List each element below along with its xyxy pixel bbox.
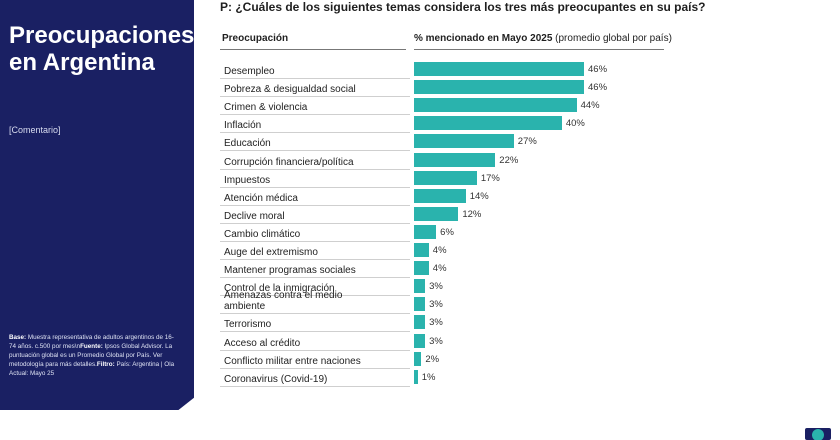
note-filter-label: Filtro: [96, 361, 115, 368]
category-row: Amenazas contra el medio ambiente [220, 284, 410, 315]
methodology-note: Base: Muestra representativa de adultos … [9, 333, 179, 378]
category-row: Desempleo [220, 61, 410, 79]
column-divider-left [220, 49, 406, 50]
bar [414, 261, 429, 276]
bar-value-label: 46% [588, 64, 608, 75]
note-base-label: Base: [9, 334, 27, 341]
category-label: Desempleo [224, 66, 275, 77]
category-row: Declive moral [220, 206, 410, 224]
category-row: Auge del extremismo [220, 242, 410, 260]
bar [414, 315, 426, 330]
column-header-percent: % mencionado en Mayo 2025 (promedio glob… [414, 33, 672, 44]
category-row: Cambio climático [220, 224, 410, 242]
bar-value-label: 12% [462, 208, 482, 220]
bar [414, 116, 562, 131]
category-label: Declive moral [224, 210, 285, 222]
comment-placeholder: [Comentario] [9, 125, 61, 135]
category-row: Acceso al crédito [220, 333, 410, 351]
bar-value-label: 3% [429, 299, 443, 311]
bar-value-label: 46% [588, 82, 608, 94]
category-label: Mantener programas sociales [224, 265, 356, 277]
category-label: Amenazas contra el medio ambiente [224, 290, 343, 313]
column-header-percent-main: % mencionado en Mayo 2025 [414, 33, 553, 44]
bar [414, 333, 426, 348]
category-row: Educación [220, 133, 410, 152]
note-filter-text: País: Argentina | Ola Actual: Mayo 25 [9, 361, 175, 377]
category-label: Atención médica [224, 192, 298, 204]
bar [414, 188, 466, 203]
bar-value-label: 2% [425, 353, 440, 365]
category-label: Pobreza & desigualdad social [224, 84, 356, 96]
category-row: Atención médica [220, 188, 410, 206]
bar-value-label: 14% [469, 190, 489, 202]
bar-value-label: 3% [429, 281, 443, 293]
category-row: Conflicto militar entre naciones [220, 351, 410, 369]
bar-value-label: 27% [517, 136, 537, 148]
category-label: Inflación [224, 120, 262, 132]
category-label: Coronavirus (Covid-19) [224, 373, 328, 385]
bar [414, 369, 418, 384]
category-row: Pobreza & desigualdad social [220, 79, 410, 98]
column-header-concern: Preocupación [222, 33, 289, 44]
sidebar-panel: Preocupaciones en Argentina [Comentario]… [0, 0, 194, 410]
bar [414, 206, 459, 221]
category-row: Crimen & violencia [220, 97, 410, 116]
bar [414, 98, 577, 113]
column-divider-right [414, 49, 664, 50]
category-label: Terrorismo [224, 319, 272, 331]
survey-question: P: ¿Cuáles de los siguientes temas consi… [220, 0, 706, 14]
column-header-percent-sub: (promedio global por país) [552, 33, 672, 44]
bar [414, 243, 429, 257]
note-base-text: Muestra representativa de adultos argent… [9, 334, 174, 350]
bar [414, 351, 422, 366]
bar [414, 80, 584, 95]
bar-value-label: 22% [499, 154, 519, 166]
bar-value-label: 6% [440, 226, 454, 238]
bar-value-label: 4% [432, 245, 447, 256]
category-row: Coronavirus (Covid-19) [220, 369, 410, 387]
bar [414, 224, 437, 239]
bar [414, 134, 514, 149]
category-label: Impuestos [224, 174, 271, 186]
bar [414, 297, 426, 312]
ipsos-logo-icon [805, 428, 831, 440]
category-row: Inflación [220, 115, 410, 134]
bar [414, 152, 496, 167]
bar [414, 62, 584, 76]
bar-value-label: 40% [565, 118, 585, 130]
bar-value-label: 44% [580, 100, 600, 112]
note-source-text: Ipsos Global Advisor. La puntuación glob… [9, 343, 173, 368]
note-source-label: Fuente: [80, 343, 103, 350]
category-label: Auge del extremismo [224, 247, 318, 258]
bar [414, 170, 477, 185]
category-row: Terrorismo [220, 314, 410, 333]
category-label: Cambio climático [224, 228, 301, 240]
bar-value-label: 17% [480, 172, 500, 184]
bar-value-label: 4% [432, 263, 447, 275]
category-label: Corrupción financiera/política [224, 156, 354, 168]
category-row: Impuestos [220, 170, 410, 188]
page-title: Preocupaciones en Argentina [9, 22, 195, 76]
category-row: Mantener programas sociales [220, 260, 410, 279]
category-label: Crimen & violencia [224, 102, 308, 114]
category-label: Conflicto militar entre naciones [224, 355, 361, 367]
category-row: Control de la inmigración [220, 278, 410, 297]
bar [414, 279, 426, 294]
category-label: Control de la inmigración [224, 283, 335, 295]
bar-value-label: 3% [429, 317, 443, 329]
category-label: Acceso al crédito [224, 337, 301, 349]
bar-value-label: 1% [421, 371, 436, 383]
category-label: Educación [224, 138, 271, 150]
bar-value-label: 3% [429, 335, 443, 347]
category-row: Corrupción financiera/política [220, 152, 410, 170]
